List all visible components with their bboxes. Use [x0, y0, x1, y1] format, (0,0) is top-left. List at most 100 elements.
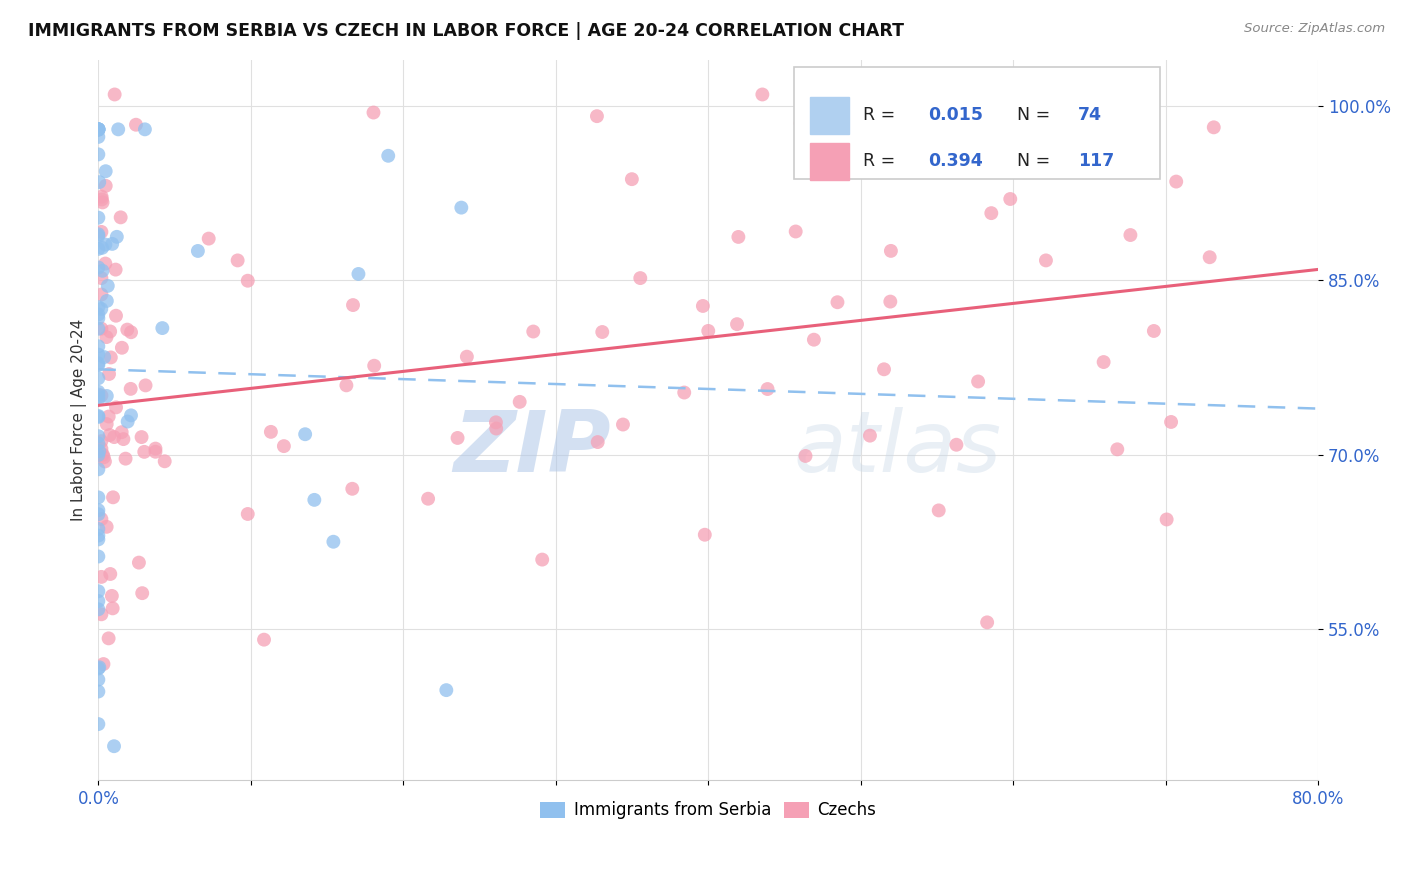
Point — [153, 454, 176, 468]
Point — [87, 533, 110, 547]
Point — [97, 409, 120, 424]
Point — [101, 589, 124, 603]
Text: N =: N = — [1017, 106, 1056, 124]
Point — [87, 311, 110, 326]
Point — [90, 321, 112, 335]
Point — [273, 439, 295, 453]
Point — [91, 264, 114, 278]
Point — [87, 503, 110, 517]
Point — [87, 684, 110, 698]
Point — [87, 122, 110, 136]
Point — [107, 122, 129, 136]
Point — [98, 428, 121, 442]
Point — [789, 116, 811, 130]
Point — [446, 431, 468, 445]
Point — [87, 717, 110, 731]
Point — [87, 300, 110, 314]
Point — [103, 430, 125, 444]
Y-axis label: In Labor Force | Age 20-24: In Labor Force | Age 20-24 — [72, 318, 87, 521]
Point — [87, 211, 110, 225]
Point — [727, 230, 749, 244]
Point — [87, 673, 110, 687]
Point — [236, 507, 259, 521]
Point — [693, 527, 716, 541]
Point — [104, 262, 127, 277]
Point — [1098, 123, 1121, 137]
Point — [87, 339, 110, 353]
Point — [509, 395, 531, 409]
Point — [294, 427, 316, 442]
Point — [586, 109, 609, 123]
Point — [90, 512, 112, 526]
Point — [90, 301, 112, 316]
Text: 74: 74 — [1078, 106, 1102, 124]
Point — [145, 444, 167, 458]
Point — [87, 491, 110, 505]
Point — [87, 260, 110, 275]
Point — [87, 584, 110, 599]
Point — [87, 242, 110, 256]
Point — [253, 632, 276, 647]
Point — [87, 227, 110, 242]
Point — [87, 409, 110, 423]
Point — [1119, 227, 1142, 242]
Point — [260, 425, 283, 439]
Point — [87, 528, 110, 542]
Point — [131, 586, 153, 600]
Point — [87, 594, 110, 608]
Point — [87, 409, 110, 424]
Point — [104, 87, 127, 102]
Point — [90, 434, 112, 449]
Point — [879, 294, 901, 309]
Point — [751, 87, 773, 102]
Point — [90, 287, 112, 301]
Point — [101, 601, 124, 615]
Point — [87, 308, 110, 322]
Point — [120, 409, 142, 423]
Point — [94, 256, 117, 270]
Text: Source: ZipAtlas.com: Source: ZipAtlas.com — [1244, 22, 1385, 36]
Point — [87, 322, 110, 336]
Point — [100, 351, 122, 365]
Point — [93, 350, 115, 364]
Text: 0.394: 0.394 — [928, 153, 983, 170]
Point — [377, 149, 399, 163]
Point — [1000, 192, 1022, 206]
Point — [105, 230, 128, 244]
Point — [87, 392, 110, 407]
Point — [1160, 415, 1182, 429]
Point — [120, 382, 142, 396]
Point — [89, 175, 111, 189]
Point — [197, 231, 219, 245]
Point — [522, 325, 544, 339]
Point — [945, 438, 967, 452]
Point — [591, 325, 613, 339]
Point — [87, 436, 110, 450]
Point — [90, 193, 112, 207]
Text: atlas: atlas — [794, 408, 1001, 491]
Point — [1035, 253, 1057, 268]
Point — [628, 271, 651, 285]
Point — [87, 507, 110, 521]
Point — [363, 105, 385, 120]
Point — [87, 122, 110, 136]
Point — [103, 739, 125, 754]
Point — [531, 552, 554, 566]
Point — [456, 350, 478, 364]
Point — [87, 147, 110, 161]
Point — [1107, 442, 1129, 457]
Point — [145, 442, 167, 456]
Legend: Immigrants from Serbia, Czechs: Immigrants from Serbia, Czechs — [533, 795, 883, 826]
Point — [485, 421, 508, 435]
Point — [236, 274, 259, 288]
Point — [928, 503, 950, 517]
Text: N =: N = — [1017, 153, 1056, 170]
Point — [117, 415, 139, 429]
Point — [87, 390, 110, 404]
Point — [1202, 120, 1225, 135]
Point — [87, 549, 110, 564]
Point — [1142, 137, 1164, 152]
Point — [89, 444, 111, 458]
Point — [187, 244, 209, 258]
Point — [94, 237, 117, 252]
